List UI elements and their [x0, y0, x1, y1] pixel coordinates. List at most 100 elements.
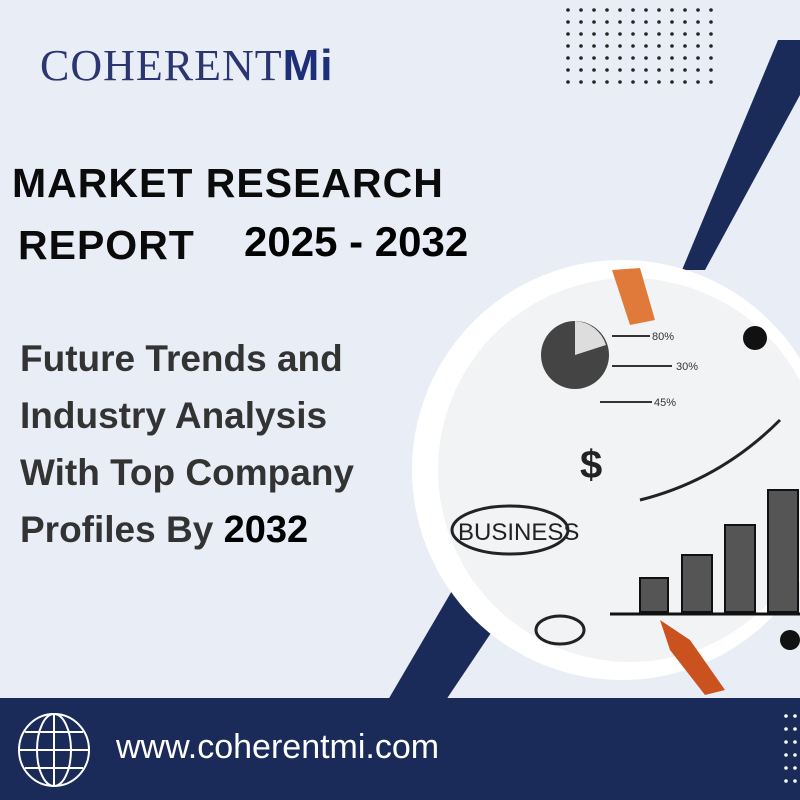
dot: [784, 714, 788, 718]
dot: [605, 8, 609, 12]
hand-sketch: [660, 620, 725, 695]
dot: [579, 8, 583, 12]
dot: [670, 56, 674, 60]
dot: [592, 80, 596, 84]
dot: [683, 32, 687, 36]
dot: [657, 8, 661, 12]
business-illustration: 80% 30% 45% $ BUSINESS: [438, 268, 800, 695]
dot: [618, 68, 622, 72]
dot: [579, 56, 583, 60]
dot: [683, 56, 687, 60]
dot: [605, 44, 609, 48]
dot: [605, 68, 609, 72]
dot: [592, 20, 596, 24]
dot: [670, 68, 674, 72]
dot: [683, 20, 687, 24]
dot: [670, 32, 674, 36]
dot: [566, 20, 570, 24]
dot: [644, 44, 648, 48]
dot: [683, 8, 687, 12]
dot: [784, 753, 788, 757]
dollar-sign: $: [580, 443, 602, 487]
dot: [618, 56, 622, 60]
dot: [793, 740, 797, 744]
dot: [631, 32, 635, 36]
dot: [793, 727, 797, 731]
dot: [605, 20, 609, 24]
dot: [696, 8, 700, 12]
dot: [644, 32, 648, 36]
dot: [566, 8, 570, 12]
subtitle-line2: Industry Analysis: [20, 395, 328, 436]
dot: [579, 68, 583, 72]
dot: [670, 8, 674, 12]
dot: [793, 714, 797, 718]
dot: [657, 44, 661, 48]
dot: [644, 68, 648, 72]
dot: [657, 20, 661, 24]
dot: [709, 8, 713, 12]
dot: [709, 68, 713, 72]
dot: [784, 727, 788, 731]
dot: [631, 8, 635, 12]
dot: [631, 80, 635, 84]
diagonal-stripe: [682, 40, 800, 270]
subtitle-line1: Future Trends and: [20, 338, 343, 379]
logo-mi: Mi: [282, 41, 334, 90]
dot: [696, 44, 700, 48]
dot: [696, 56, 700, 60]
dot: [657, 56, 661, 60]
dot: [657, 32, 661, 36]
dot: [793, 753, 797, 757]
dot: [605, 80, 609, 84]
dot: [696, 20, 700, 24]
dot: [793, 779, 797, 783]
dot: [709, 56, 713, 60]
dot: [696, 68, 700, 72]
label-80: 80%: [652, 331, 674, 343]
dot: [592, 56, 596, 60]
dot: [683, 68, 687, 72]
headline-line2: REPORT: [18, 222, 195, 268]
brand-logo: COHERENTMi: [40, 40, 334, 91]
footer-band: [0, 698, 800, 800]
headline-line1: MARKET RESEARCH: [12, 160, 444, 206]
dot: [709, 20, 713, 24]
dot: [631, 68, 635, 72]
dot: [579, 32, 583, 36]
dot: [605, 32, 609, 36]
dot: [644, 56, 648, 60]
subtitle: Future Trends and Industry Analysis With…: [20, 330, 354, 559]
label-30: 30%: [676, 361, 698, 373]
headline-years: 2025 - 2032: [244, 218, 469, 265]
dot: [566, 68, 570, 72]
dot: [579, 20, 583, 24]
dot: [683, 80, 687, 84]
subtitle-line4: Profiles By: [20, 509, 214, 550]
dot: [579, 44, 583, 48]
dot: [592, 32, 596, 36]
dot: [709, 80, 713, 84]
dot: [657, 68, 661, 72]
dot: [618, 80, 622, 84]
dot: [618, 32, 622, 36]
dot: [592, 8, 596, 12]
dot: [566, 56, 570, 60]
dot: [605, 56, 609, 60]
dot: [709, 32, 713, 36]
dot: [618, 8, 622, 12]
dot: [631, 56, 635, 60]
dot: [696, 32, 700, 36]
bar-chart-sketch: [639, 489, 799, 613]
dot: [683, 44, 687, 48]
globe-icon: [18, 713, 90, 787]
footer-dot-decoration: [784, 714, 797, 783]
subtitle-line3: With Top Company: [20, 452, 354, 493]
website-link[interactable]: www.coherentmi.com: [116, 728, 440, 766]
dot: [631, 20, 635, 24]
dot: [566, 44, 570, 48]
dot: [784, 766, 788, 770]
dot: [670, 80, 674, 84]
dot-grid-decoration: [566, 8, 713, 84]
